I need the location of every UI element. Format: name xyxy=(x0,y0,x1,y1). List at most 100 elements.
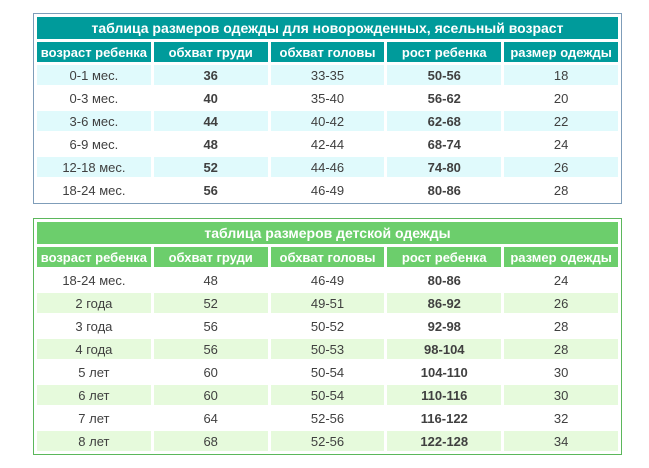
column-header: размер одежды xyxy=(504,42,618,62)
table-cell: 18-24 мес. xyxy=(37,180,151,200)
table-cell: 60 xyxy=(153,362,268,382)
table-cell: 28 xyxy=(504,180,618,200)
table-cell: 48 xyxy=(153,270,268,290)
column-header: рост ребенка xyxy=(387,247,502,267)
table-row: 0-3 мес. 40 35-40 56-62 20 xyxy=(37,88,618,108)
table-cell: 26 xyxy=(504,157,618,177)
table-cell: 56 xyxy=(153,180,268,200)
table-title-row: таблица размеров детской одежды xyxy=(37,222,618,244)
table-cell: 24 xyxy=(504,270,618,290)
table-cell: 48 xyxy=(153,134,268,154)
table-cell: 42-44 xyxy=(270,134,385,154)
table-cell: 60 xyxy=(153,385,268,405)
size-tables-page: таблица размеров одежды для новорожденны… xyxy=(33,13,622,455)
table-cell: 80-86 xyxy=(387,180,502,200)
table-cell: 35-40 xyxy=(270,88,385,108)
table-row: 6-9 мес. 48 42-44 68-74 24 xyxy=(37,134,618,154)
table-title: таблица размеров одежды для новорожденны… xyxy=(37,17,618,39)
table-cell: 5 лет xyxy=(37,362,151,382)
table-cell: 30 xyxy=(504,385,618,405)
table-cell: 50-54 xyxy=(270,362,385,382)
table-row: 2 года 52 49-51 86-92 26 xyxy=(37,293,618,313)
table-cell: 22 xyxy=(504,111,618,131)
table-row: 18-24 мес. 56 46-49 80-86 28 xyxy=(37,180,618,200)
table-cell: 50-56 xyxy=(387,65,502,85)
table-cell: 28 xyxy=(504,316,618,336)
newborn-size-table: таблица размеров одежды для новорожденны… xyxy=(33,13,622,204)
table-cell: 46-49 xyxy=(270,180,385,200)
table-cell: 46-49 xyxy=(270,270,385,290)
table-cell: 44 xyxy=(153,111,268,131)
column-header: возраст ребенка xyxy=(37,42,151,62)
table-cell: 32 xyxy=(504,408,618,428)
table-cell: 56-62 xyxy=(387,88,502,108)
table-cell: 6 лет xyxy=(37,385,151,405)
table-cell: 56 xyxy=(153,339,268,359)
table-cell: 56 xyxy=(153,316,268,336)
table-cell: 92-98 xyxy=(387,316,502,336)
table-cell: 40 xyxy=(153,88,268,108)
column-header: рост ребенка xyxy=(387,42,502,62)
table-cell: 68 xyxy=(153,431,268,451)
table-cell: 80-86 xyxy=(387,270,502,290)
table-cell: 110-116 xyxy=(387,385,502,405)
table-cell: 104-110 xyxy=(387,362,502,382)
table-row: 3 года 56 50-52 92-98 28 xyxy=(37,316,618,336)
table-cell: 28 xyxy=(504,339,618,359)
table-cell: 68-74 xyxy=(387,134,502,154)
table-cell: 6-9 мес. xyxy=(37,134,151,154)
table-cell: 34 xyxy=(504,431,618,451)
table-title: таблица размеров детской одежды xyxy=(37,222,618,244)
table-cell: 8 лет xyxy=(37,431,151,451)
table-cell: 4 года xyxy=(37,339,151,359)
table-cell: 33-35 xyxy=(270,65,385,85)
table-cell: 50-53 xyxy=(270,339,385,359)
table-cell: 50-52 xyxy=(270,316,385,336)
table-row: 4 года 56 50-53 98-104 28 xyxy=(37,339,618,359)
table-row: 18-24 мес. 48 46-49 80-86 24 xyxy=(37,270,618,290)
table-cell: 98-104 xyxy=(387,339,502,359)
column-header: обхват головы xyxy=(270,247,385,267)
table-cell: 52 xyxy=(153,157,268,177)
table-title-row: таблица размеров одежды для новорожденны… xyxy=(37,17,618,39)
table-cell: 44-46 xyxy=(270,157,385,177)
table-cell: 0-1 мес. xyxy=(37,65,151,85)
table-cell: 18-24 мес. xyxy=(37,270,151,290)
table-cell: 64 xyxy=(153,408,268,428)
table-row: 8 лет 68 52-56 122-128 34 xyxy=(37,431,618,451)
table-cell: 52 xyxy=(153,293,268,313)
column-header: обхват груди xyxy=(153,247,268,267)
table-cell: 20 xyxy=(504,88,618,108)
column-header: обхват груди xyxy=(153,42,268,62)
table-cell: 74-80 xyxy=(387,157,502,177)
table-cell: 26 xyxy=(504,293,618,313)
table-row: 5 лет 60 50-54 104-110 30 xyxy=(37,362,618,382)
table-cell: 0-3 мес. xyxy=(37,88,151,108)
column-header: обхват головы xyxy=(270,42,385,62)
table-cell: 30 xyxy=(504,362,618,382)
table-cell: 116-122 xyxy=(387,408,502,428)
table-cell: 3 года xyxy=(37,316,151,336)
column-header: возраст ребенка xyxy=(37,247,151,267)
table-cell: 3-6 мес. xyxy=(37,111,151,131)
column-header-row: возраст ребенка обхват груди обхват головы… xyxy=(37,42,618,62)
table-cell: 24 xyxy=(504,134,618,154)
table-row: 0-1 мес. 36 33-35 50-56 18 xyxy=(37,65,618,85)
table-cell: 7 лет xyxy=(37,408,151,428)
table-row: 7 лет 64 52-56 116-122 32 xyxy=(37,408,618,428)
table-row: 3-6 мес. 44 40-42 62-68 22 xyxy=(37,111,618,131)
table-cell: 12-18 мес. xyxy=(37,157,151,177)
table-cell: 50-54 xyxy=(270,385,385,405)
table-row: 12-18 мес. 52 44-46 74-80 26 xyxy=(37,157,618,177)
table-cell: 52-56 xyxy=(270,431,385,451)
table-row: 6 лет 60 50-54 110-116 30 xyxy=(37,385,618,405)
table-cell: 49-51 xyxy=(270,293,385,313)
table-cell: 122-128 xyxy=(387,431,502,451)
column-header: размер одежды xyxy=(504,247,618,267)
children-size-table: таблица размеров детской одежды возраст р… xyxy=(33,218,622,455)
table-cell: 2 года xyxy=(37,293,151,313)
table-cell: 36 xyxy=(153,65,268,85)
table-cell: 52-56 xyxy=(270,408,385,428)
table-cell: 40-42 xyxy=(270,111,385,131)
table-cell: 86-92 xyxy=(387,293,502,313)
